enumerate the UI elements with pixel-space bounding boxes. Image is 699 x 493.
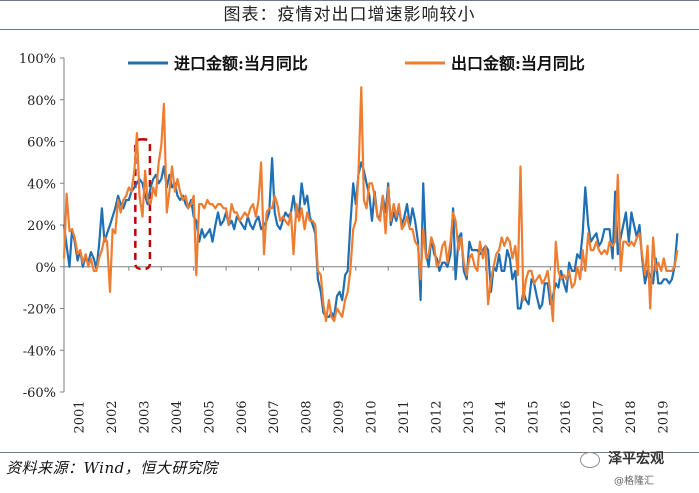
y-tick-label: 40%: [27, 177, 56, 192]
x-tick-label: 2001: [73, 400, 88, 433]
title-bar: 图表：疫情对出口增速影响较小: [0, 0, 699, 30]
y-tick-label: 100%: [19, 52, 56, 67]
legend-label-export: 出口金额:当月同比: [451, 54, 585, 73]
series-line-export: [62, 86, 679, 323]
wechat-icon: [580, 451, 600, 468]
chart-title: 图表：疫情对出口增速影响较小: [223, 5, 476, 25]
footer-divider: [0, 452, 699, 453]
x-tick-label: 2017: [591, 400, 606, 433]
y-tick-label: 60%: [27, 136, 56, 151]
watermark: 泽平宏观 @格隆汇: [580, 448, 665, 487]
line-chart: -60% -40% -20% 0% 20% 40% 60% 80% 100% 2001 2002 20…: [19, 52, 680, 434]
y-tick-label: 20%: [27, 219, 56, 234]
x-tick-label: 2014: [494, 400, 509, 433]
x-tick-label: 2019: [656, 400, 671, 433]
x-tick-label: 2018: [624, 400, 639, 433]
y-tick-label: -40%: [23, 344, 56, 359]
x-tick-label: 2015: [527, 400, 542, 433]
x-tick-label: 2011: [397, 400, 412, 433]
x-tick-label: 2007: [267, 400, 282, 433]
x-tick-label: 2005: [202, 400, 217, 433]
x-tick-label: 2016: [559, 400, 574, 433]
x-tick-label: 2006: [235, 400, 250, 433]
highlight-box-2003: [134, 138, 152, 271]
x-tick-label: 2009: [332, 400, 347, 433]
x-tick-label: 2008: [300, 400, 315, 433]
x-tick-label: 2012: [429, 400, 444, 433]
y-tick-label: -60%: [23, 386, 56, 401]
x-tick-label: 2002: [105, 400, 120, 433]
watermark-sub: @格隆汇: [614, 476, 654, 487]
x-tick-label: 2010: [365, 400, 380, 433]
y-tick-label: 80%: [27, 94, 56, 109]
x-tick-label: 2013: [462, 400, 477, 433]
x-tick-label: 2003: [138, 400, 153, 433]
watermark-main: 泽平宏观: [608, 451, 665, 467]
y-tick-label: 0%: [35, 261, 56, 276]
source-note: 资料来源：Wind，恒大研究院: [6, 459, 218, 477]
y-tick-label: -20%: [23, 303, 56, 318]
legend-label-import: 进口金额:当月同比: [174, 54, 308, 73]
x-tick-label: 2004: [170, 400, 185, 433]
